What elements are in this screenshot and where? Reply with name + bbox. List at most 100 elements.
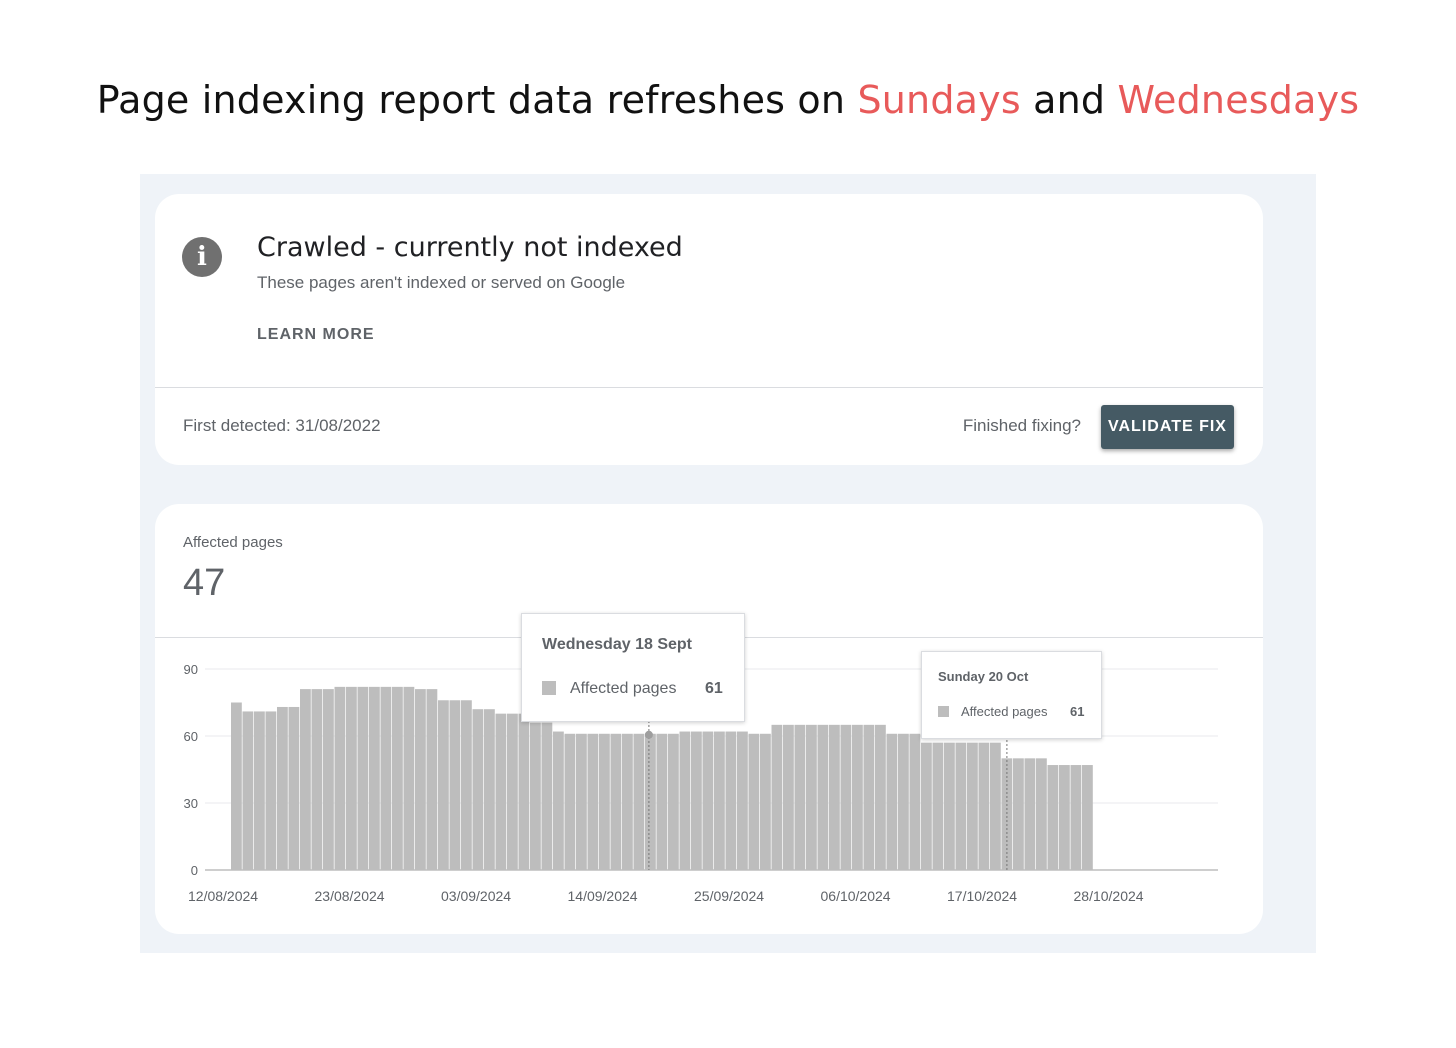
bar (691, 731, 702, 870)
bar (415, 689, 426, 870)
issue-description: These pages aren't indexed or served on … (257, 273, 626, 292)
tooltip-series: Affected pages (961, 704, 1048, 719)
bar (541, 722, 553, 870)
bar (484, 709, 495, 870)
x-tick-label: 23/08/2024 (315, 888, 385, 904)
bar (461, 700, 472, 870)
bar (886, 733, 898, 870)
bar (599, 733, 610, 870)
issue-title: Crawled - currently not indexed (257, 232, 683, 263)
bar (1013, 758, 1024, 870)
bar (357, 686, 369, 870)
bar (564, 733, 576, 870)
x-tick-label: 12/08/2024 (188, 888, 258, 904)
bar (852, 724, 863, 870)
bar (231, 702, 242, 870)
bar (978, 742, 990, 870)
bar (702, 731, 714, 870)
tooltip-swatch (938, 706, 949, 717)
bar (794, 724, 806, 870)
bar (288, 706, 300, 870)
bar (748, 733, 760, 870)
bar (783, 724, 794, 870)
y-tick-label: 90 (184, 662, 198, 677)
bar (392, 686, 403, 870)
learn-more-link[interactable]: LEARN MORE (257, 326, 375, 343)
bar (932, 742, 944, 870)
bar (553, 731, 564, 870)
x-tick-label: 25/09/2024 (694, 888, 764, 904)
bar (472, 709, 484, 870)
bar (668, 733, 679, 870)
bar (806, 724, 817, 870)
bar (265, 711, 277, 870)
bar (725, 731, 737, 870)
bar (1070, 765, 1082, 870)
bar (254, 711, 265, 870)
validate-fix-button[interactable]: VALIDATE FIX (1101, 405, 1234, 449)
bar (576, 733, 587, 870)
bar (346, 686, 357, 870)
bar (1059, 765, 1070, 870)
y-tick-label: 0 (191, 863, 198, 878)
x-tick-label: 03/09/2024 (441, 888, 511, 904)
tooltip-wednesday: Wednesday 18 Sept Affected pages 61 (521, 613, 745, 722)
bar (438, 700, 449, 870)
bar (863, 724, 875, 870)
tooltip-swatch (542, 681, 556, 695)
bar (403, 686, 415, 870)
bar (530, 722, 541, 870)
y-tick-label: 60 (184, 729, 198, 744)
bar (323, 689, 334, 870)
bar (242, 711, 254, 870)
hover-marker-dot (644, 730, 653, 739)
bar (380, 686, 392, 870)
bar (737, 731, 748, 870)
bar (760, 733, 771, 870)
bar (990, 742, 1001, 870)
bar (829, 724, 840, 870)
tooltip-date: Wednesday 18 Sept (542, 636, 692, 653)
bar (679, 731, 691, 870)
bar (633, 733, 645, 870)
bar (875, 724, 886, 870)
screenshot-panel: i Crawled - currently not indexed These … (140, 174, 1316, 953)
bar (1001, 758, 1013, 870)
headline-sundays: Sundays (857, 78, 1021, 122)
bar (714, 731, 725, 870)
bar (656, 733, 668, 870)
bar (909, 733, 921, 870)
card-divider (155, 387, 1263, 388)
headline-wednesdays: Wednesdays (1117, 78, 1360, 122)
first-detected-text: First detected: 31/08/2022 (183, 416, 381, 435)
bar (507, 713, 518, 870)
bar (898, 733, 909, 870)
metric-label: Affected pages (183, 534, 283, 551)
bar (817, 724, 829, 870)
headline-middle: and (1020, 78, 1118, 122)
tooltip-date: Sunday 20 Oct (938, 669, 1029, 684)
x-tick-label: 28/10/2024 (1074, 888, 1144, 904)
finished-fixing-text: Finished fixing? (962, 416, 1081, 435)
bar (495, 713, 507, 870)
metric-value: 47 (183, 562, 226, 604)
bar (311, 689, 323, 870)
bar (277, 706, 288, 870)
tooltip-sunday: Sunday 20 Oct Affected pages 61 (921, 651, 1102, 739)
bar (449, 700, 461, 870)
info-icon: i (182, 237, 222, 277)
bar (334, 686, 346, 870)
bar (300, 689, 311, 870)
bar (369, 686, 380, 870)
bar (1024, 758, 1036, 870)
bar (426, 689, 438, 870)
tooltip-series: Affected pages (570, 680, 677, 697)
bar (1047, 765, 1059, 870)
bar (921, 742, 932, 870)
bar (622, 733, 633, 870)
headline: Page indexing report data refreshes on S… (0, 78, 1456, 122)
bar (587, 733, 599, 870)
y-tick-label: 30 (184, 796, 198, 811)
bar (840, 724, 852, 870)
bar (518, 713, 530, 870)
